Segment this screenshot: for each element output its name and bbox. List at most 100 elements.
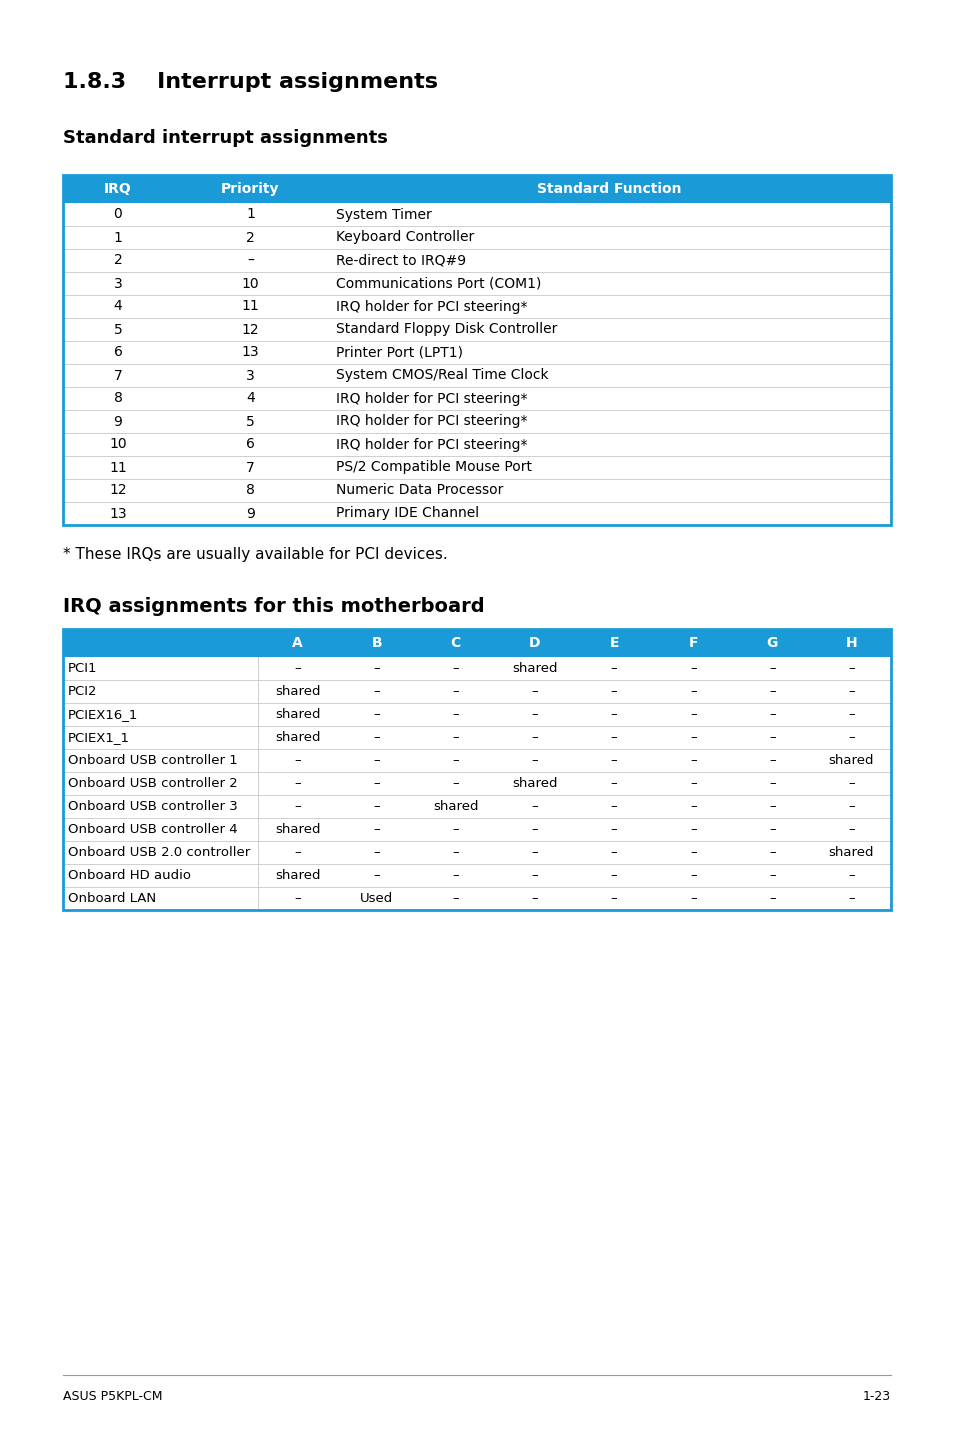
Text: 7: 7 <box>113 368 122 383</box>
Text: –: – <box>689 846 696 858</box>
Text: 2: 2 <box>113 253 122 267</box>
Text: –: – <box>373 800 379 812</box>
Bar <box>63 272 890 295</box>
Text: * These IRQs are usually available for PCI devices.: * These IRQs are usually available for P… <box>63 548 447 562</box>
Text: shared: shared <box>433 800 478 812</box>
Text: 1.8.3    Interrupt assignments: 1.8.3 Interrupt assignments <box>63 72 437 92</box>
Text: –: – <box>294 892 300 905</box>
Text: Printer Port (LPT1): Printer Port (LPT1) <box>335 345 462 360</box>
Text: 1-23: 1-23 <box>862 1391 890 1403</box>
Text: –: – <box>847 707 854 720</box>
Text: 11: 11 <box>109 460 127 475</box>
Bar <box>63 175 890 203</box>
Text: –: – <box>452 823 458 835</box>
Bar <box>63 226 890 249</box>
Text: Onboard USB controller 1: Onboard USB controller 1 <box>68 754 237 766</box>
Text: –: – <box>294 777 300 789</box>
Text: –: – <box>689 823 696 835</box>
Bar <box>63 203 890 226</box>
Text: 2: 2 <box>246 230 254 244</box>
Text: –: – <box>768 892 775 905</box>
Text: shared: shared <box>274 731 320 743</box>
Text: –: – <box>689 707 696 720</box>
Text: –: – <box>689 869 696 881</box>
Text: –: – <box>610 754 617 766</box>
Text: IRQ holder for PCI steering*: IRQ holder for PCI steering* <box>335 391 527 406</box>
Text: 13: 13 <box>109 506 127 521</box>
Text: –: – <box>610 777 617 789</box>
Text: shared: shared <box>274 823 320 835</box>
Text: IRQ: IRQ <box>104 183 132 196</box>
Bar <box>63 249 890 272</box>
Text: –: – <box>768 707 775 720</box>
Text: –: – <box>373 731 379 743</box>
Text: Onboard LAN: Onboard LAN <box>68 892 156 905</box>
Text: 12: 12 <box>241 322 259 336</box>
Text: –: – <box>452 869 458 881</box>
Bar <box>63 703 890 726</box>
Text: –: – <box>452 684 458 697</box>
Text: Used: Used <box>359 892 393 905</box>
Text: –: – <box>610 823 617 835</box>
Text: PCIEX16_1: PCIEX16_1 <box>68 707 138 720</box>
Text: –: – <box>768 846 775 858</box>
Text: PS/2 Compatible Mouse Port: PS/2 Compatible Mouse Port <box>335 460 532 475</box>
Text: 5: 5 <box>246 414 254 429</box>
Text: 6: 6 <box>246 437 254 452</box>
Bar <box>63 456 890 479</box>
Text: –: – <box>610 800 617 812</box>
Text: –: – <box>531 731 537 743</box>
Text: –: – <box>610 661 617 674</box>
Text: 7: 7 <box>246 460 254 475</box>
Text: Re-direct to IRQ#9: Re-direct to IRQ#9 <box>335 253 466 267</box>
Text: 1: 1 <box>113 230 122 244</box>
Text: shared: shared <box>274 707 320 720</box>
Text: 10: 10 <box>241 276 259 290</box>
Text: IRQ holder for PCI steering*: IRQ holder for PCI steering* <box>335 414 527 429</box>
Text: PCI2: PCI2 <box>68 684 97 697</box>
Text: IRQ holder for PCI steering*: IRQ holder for PCI steering* <box>335 437 527 452</box>
Bar <box>63 502 890 525</box>
Text: –: – <box>610 846 617 858</box>
Text: 12: 12 <box>109 483 127 498</box>
Text: –: – <box>689 777 696 789</box>
Bar <box>63 749 890 772</box>
Text: shared: shared <box>512 777 558 789</box>
Text: 11: 11 <box>241 299 259 313</box>
Text: –: – <box>847 684 854 697</box>
Text: –: – <box>847 661 854 674</box>
Text: 13: 13 <box>241 345 259 360</box>
Text: –: – <box>373 684 379 697</box>
Text: –: – <box>452 661 458 674</box>
Text: 4: 4 <box>246 391 254 406</box>
Text: –: – <box>452 846 458 858</box>
Text: –: – <box>531 892 537 905</box>
Text: Numeric Data Processor: Numeric Data Processor <box>335 483 503 498</box>
Text: –: – <box>373 754 379 766</box>
Text: –: – <box>768 731 775 743</box>
Text: –: – <box>768 777 775 789</box>
Bar <box>63 295 890 318</box>
Text: Onboard USB controller 4: Onboard USB controller 4 <box>68 823 237 835</box>
Text: –: – <box>373 869 379 881</box>
Bar <box>63 387 890 410</box>
Text: Onboard USB controller 3: Onboard USB controller 3 <box>68 800 237 812</box>
Text: –: – <box>294 661 300 674</box>
Text: –: – <box>373 707 379 720</box>
Text: 3: 3 <box>246 368 254 383</box>
Bar <box>63 887 890 910</box>
Bar <box>63 772 890 795</box>
Text: Priority: Priority <box>221 183 279 196</box>
Text: –: – <box>452 754 458 766</box>
Text: Onboard HD audio: Onboard HD audio <box>68 869 191 881</box>
Text: C: C <box>450 636 460 650</box>
Bar <box>63 726 890 749</box>
Bar <box>63 628 890 910</box>
Text: –: – <box>373 846 379 858</box>
Text: –: – <box>531 684 537 697</box>
Text: –: – <box>373 777 379 789</box>
Text: G: G <box>766 636 778 650</box>
Text: –: – <box>768 684 775 697</box>
Text: System CMOS/Real Time Clock: System CMOS/Real Time Clock <box>335 368 548 383</box>
Text: ASUS P5KPL-CM: ASUS P5KPL-CM <box>63 1391 162 1403</box>
